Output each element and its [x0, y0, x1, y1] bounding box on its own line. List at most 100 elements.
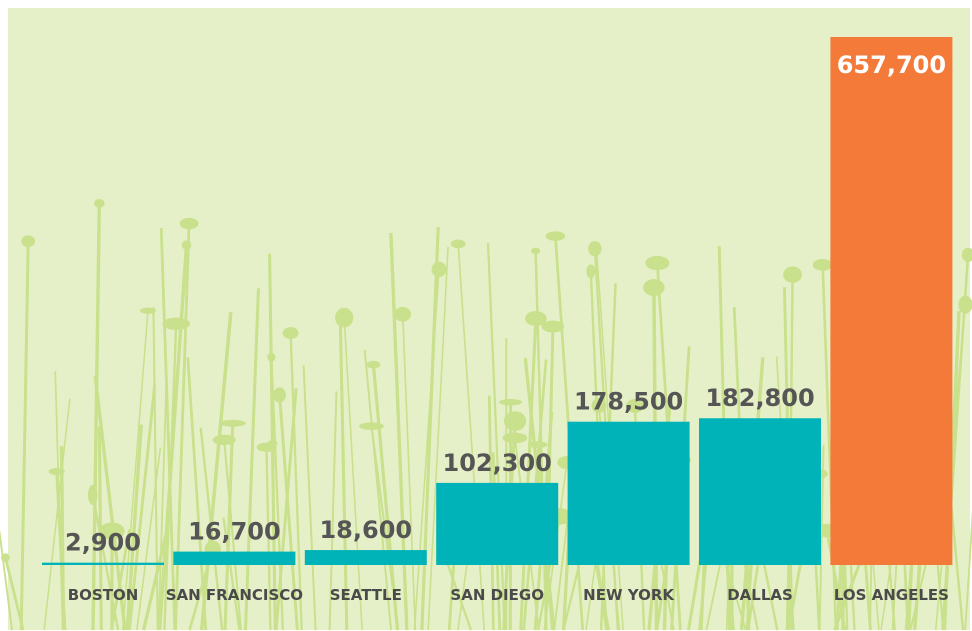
plant-stem: [821, 264, 838, 631]
plant-stem: [152, 307, 159, 631]
plant-stem: [121, 310, 149, 631]
plant-stem: [289, 333, 303, 631]
bar: [42, 562, 164, 565]
plant-leaf: [958, 295, 972, 314]
plant-stem: [486, 242, 506, 631]
plant-stem: [268, 253, 277, 631]
plant-leaf: [504, 411, 527, 431]
plant-stem: [818, 444, 825, 631]
plant-leaf: [1, 553, 10, 562]
plant-leaf: [139, 307, 156, 314]
category-label: LOS ANGELES: [834, 586, 949, 604]
plant-stem: [243, 288, 260, 631]
plant-leaf: [531, 247, 541, 255]
plant-stem: [157, 385, 168, 631]
plant-stem: [55, 471, 67, 631]
plant-stem: [363, 349, 392, 631]
plant-stem: [127, 384, 157, 631]
plant-leaf: [961, 247, 972, 263]
plant-leaf: [212, 434, 236, 446]
plant-stem: [91, 203, 102, 631]
plant-stem: [163, 323, 178, 631]
plant-leaf: [645, 255, 670, 271]
plant-stem: [19, 241, 30, 631]
plant-stem: [136, 447, 162, 631]
plant-stem: [328, 391, 338, 631]
plant-stem: [222, 517, 241, 631]
plant-stem: [0, 531, 14, 631]
plant-stem: [278, 394, 299, 631]
category-label: SEATTLE: [330, 586, 402, 604]
plant-stem: [199, 312, 233, 631]
plant-stem: [302, 365, 317, 631]
plant-leaf: [502, 432, 528, 444]
value-label: 102,300: [443, 449, 552, 477]
plant-leaf: [643, 279, 665, 296]
plant-leaf: [179, 217, 199, 230]
plant-leaf: [588, 241, 602, 257]
plant-leaf: [431, 261, 447, 278]
plant-stem: [186, 357, 208, 631]
plant-stem: [343, 317, 363, 631]
plant-stem: [534, 250, 548, 631]
bar: [567, 421, 690, 565]
plant-stem: [93, 375, 127, 631]
category-label: DALLAS: [727, 586, 793, 604]
plant-stem: [97, 426, 103, 631]
plant-leaf: [93, 199, 105, 208]
plant-stem: [174, 223, 191, 631]
plant-leaf: [273, 387, 286, 403]
plant-leaf: [525, 311, 547, 327]
plant-leaf: [541, 320, 565, 333]
value-label: 16,700: [188, 518, 281, 546]
plant-leaf: [586, 264, 596, 279]
plant-stem: [389, 232, 409, 631]
value-label: 657,700: [837, 51, 946, 79]
plant-stem: [159, 228, 177, 631]
plant-leaf: [335, 307, 354, 328]
plant-stem: [427, 246, 449, 631]
plant-leaf: [783, 266, 802, 283]
plant-leaf: [219, 419, 246, 427]
plant-stem: [519, 318, 538, 631]
plant-stem: [338, 318, 349, 631]
plant-stem: [370, 426, 400, 631]
category-label: BOSTON: [68, 586, 139, 604]
value-label: 178,500: [574, 388, 683, 416]
plant-leaf: [366, 360, 381, 369]
value-label: 182,800: [705, 384, 814, 412]
bar: [304, 550, 427, 565]
plant-leaf: [99, 522, 125, 540]
plant-leaf: [21, 235, 36, 248]
plant-stem: [43, 398, 71, 631]
plant-stem: [125, 424, 143, 631]
bar: [830, 37, 953, 565]
value-label: 18,600: [319, 516, 412, 544]
plant-leaf: [591, 398, 607, 414]
bar: [173, 551, 296, 565]
bar: [699, 418, 821, 565]
category-label: SAN FRANCISCO: [166, 586, 303, 604]
plant-leaf: [394, 306, 412, 322]
plant-leaf: [499, 398, 523, 406]
plant-leaf: [282, 327, 299, 339]
plant-leaf: [181, 240, 192, 250]
plant-leaf: [450, 239, 466, 249]
category-label: SAN DIEGO: [450, 586, 544, 604]
plant-leaf: [359, 422, 384, 430]
plant-leaf: [162, 317, 191, 330]
plant-stem: [401, 314, 417, 631]
plant-stem: [457, 243, 486, 631]
value-label: 2,900: [65, 529, 141, 557]
bar: [436, 482, 559, 565]
plant-stem: [223, 439, 242, 631]
plant-stem: [157, 244, 189, 631]
plant-leaf: [812, 259, 833, 271]
plant-leaf: [545, 231, 566, 241]
plant-leaf: [625, 399, 644, 413]
category-label: NEW YORK: [583, 586, 675, 604]
plant-stem: [420, 227, 440, 631]
plant-stem: [223, 423, 235, 631]
